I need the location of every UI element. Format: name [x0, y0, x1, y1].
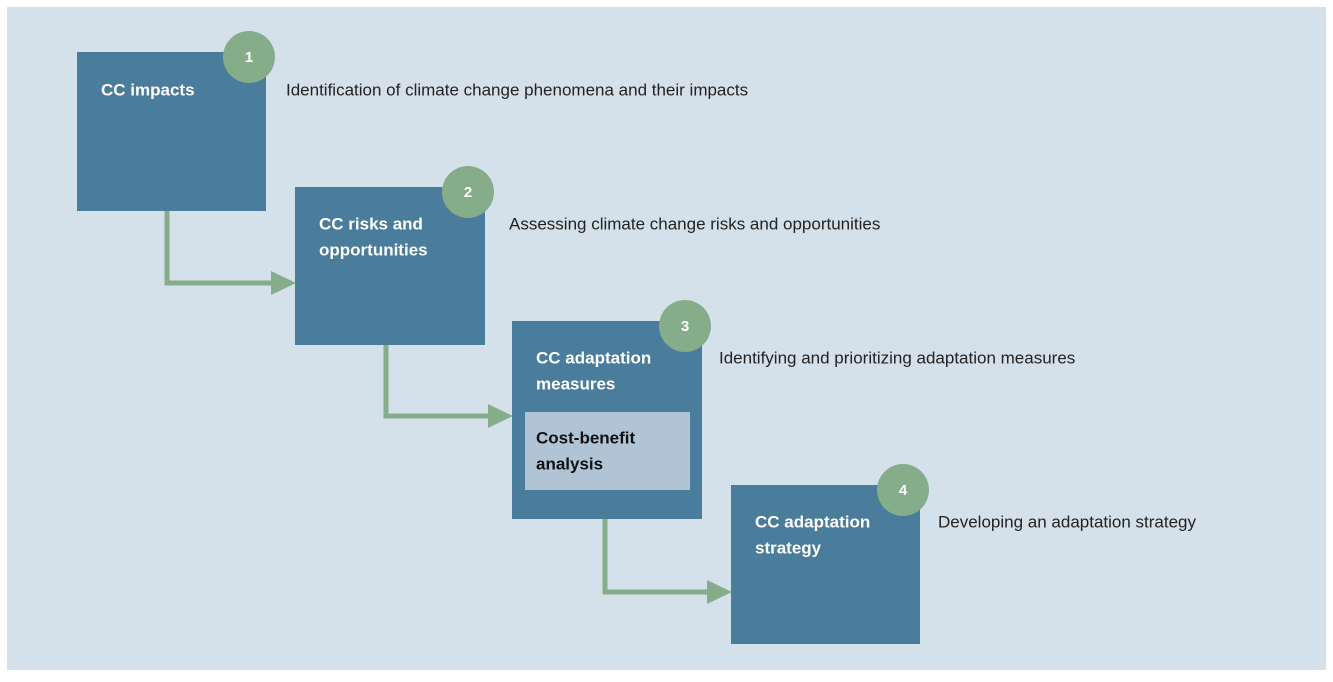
step-number: 2 — [464, 184, 472, 201]
sub-box — [525, 412, 690, 490]
sub-box-text: Cost-benefit — [536, 428, 636, 447]
step-number: 1 — [245, 49, 253, 66]
step-description: Assessing climate change risks and oppor… — [509, 214, 880, 233]
sub-box-text: analysis — [536, 454, 603, 473]
arrowhead — [488, 404, 513, 428]
arrowhead — [707, 580, 732, 604]
step-number-badge — [877, 464, 929, 516]
connector — [383, 345, 493, 419]
step-title: CC adaptation — [536, 348, 651, 367]
step-number-badge — [659, 300, 711, 352]
step-description: Identification of climate change phenome… — [286, 80, 748, 99]
step-title: CC impacts — [101, 80, 195, 99]
step-number: 4 — [899, 482, 908, 499]
step-title: CC risks and — [319, 214, 423, 233]
step-title: measures — [536, 374, 615, 393]
step-description: Identifying and prioritizing adaptation … — [719, 348, 1075, 367]
connector — [164, 211, 276, 286]
arrowheads — [271, 271, 732, 604]
step-number-badge — [223, 31, 275, 83]
step-title: opportunities — [319, 240, 428, 259]
step-title: strategy — [755, 538, 822, 557]
step-number: 3 — [681, 318, 689, 335]
step-description: Developing an adaptation strategy — [938, 512, 1197, 531]
step-title: CC adaptation — [755, 512, 870, 531]
connectors — [164, 211, 712, 595]
connector — [602, 519, 712, 595]
step-number-badge — [442, 166, 494, 218]
arrowhead — [271, 271, 296, 295]
